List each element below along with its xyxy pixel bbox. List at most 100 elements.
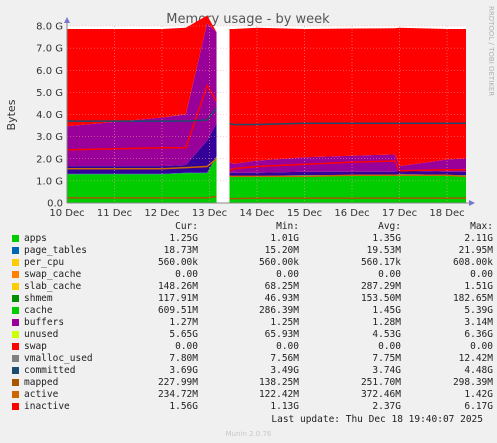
legend-name: per_cpu bbox=[24, 257, 65, 268]
x-tick-3: 13 Dec bbox=[192, 208, 227, 219]
legend-min-value: 0.00 bbox=[276, 269, 299, 280]
legend-cur-value: 234.72M bbox=[157, 389, 198, 400]
legend-cur-value: 227.99M bbox=[157, 377, 198, 388]
legend-avg-value: 1.28M bbox=[372, 317, 401, 328]
legend-name: inactive bbox=[24, 401, 70, 412]
area-cache-0 bbox=[67, 23, 217, 167]
legend-min-value: 0.00 bbox=[276, 341, 299, 352]
legend-swatch bbox=[12, 307, 19, 314]
legend-swatch bbox=[12, 331, 19, 338]
legend-header-min: Min: bbox=[276, 221, 299, 232]
legend-cur-value: 7.80M bbox=[169, 353, 198, 364]
legend-name: committed bbox=[24, 365, 76, 376]
legend-max-value: 1.51G bbox=[464, 281, 493, 292]
line-active-0 bbox=[66, 83, 218, 151]
legend-swatch bbox=[12, 379, 19, 386]
legend-min-value: 122.42M bbox=[258, 389, 299, 400]
legend-body: apps 1.25G 1.01G 1.35G 2.11G page_tables 18.73… bbox=[12, 233, 493, 413]
legend-max-value: 1.42G bbox=[464, 389, 493, 400]
legend-avg-value: 1.45G bbox=[372, 305, 401, 316]
legend-header-cur: Cur: bbox=[175, 221, 198, 232]
legend-max-value: 5.39G bbox=[464, 305, 493, 316]
legend-avg-value: 0.00 bbox=[378, 269, 401, 280]
legend-avg-value: 1.35G bbox=[372, 233, 401, 244]
legend-swatch bbox=[12, 283, 19, 290]
y-tick-5: 5.0 G bbox=[36, 88, 63, 99]
legend-row-committed: committed 3.69G 3.49G 3.74G 4.48G bbox=[12, 365, 493, 377]
legend-cur-value: 1.25G bbox=[169, 233, 198, 244]
legend-name: active bbox=[24, 389, 59, 400]
legend-avg-value: 7.75M bbox=[372, 353, 401, 364]
legend-row-apps: apps 1.25G 1.01G 1.35G 2.11G bbox=[12, 233, 493, 245]
legend-cur-value: 0.00 bbox=[175, 269, 198, 280]
y-tick-0: 0.0 bbox=[47, 199, 63, 210]
chart-title: Memory usage - by week bbox=[166, 12, 330, 27]
x-tick-1: 11 Dec bbox=[97, 208, 132, 219]
x-tick-0: 10 Dec bbox=[49, 208, 84, 219]
y-tick-4: 4.0 G bbox=[36, 110, 63, 121]
legend-swatch bbox=[12, 295, 19, 302]
x-tick-8: 18 Dec bbox=[429, 208, 464, 219]
legend-avg-value: 19.53M bbox=[366, 245, 401, 256]
legend-cur-value: 3.69G bbox=[169, 365, 198, 376]
legend-cur-value: 18.73M bbox=[163, 245, 198, 256]
y-tick-3: 3.0 G bbox=[36, 132, 63, 143]
legend-cur-value: 1.27M bbox=[169, 317, 198, 328]
legend-row-mapped: mapped 227.99M 138.25M 251.70M 298.39M bbox=[12, 377, 493, 389]
x-tick-7: 17 Dec bbox=[382, 208, 417, 219]
legend-row-swap_cache: swap_cache 0.00 0.00 0.00 0.00 bbox=[12, 269, 493, 281]
legend-avg-value: 4.53G bbox=[372, 329, 401, 340]
legend-name: mapped bbox=[24, 377, 59, 388]
legend-max-value: 298.39M bbox=[452, 377, 493, 388]
legend-min-value: 3.49G bbox=[270, 365, 299, 376]
x-tick-6: 16 Dec bbox=[334, 208, 369, 219]
legend-swatch bbox=[12, 343, 19, 350]
line-mapped-1 bbox=[229, 197, 466, 200]
legend-swatch bbox=[12, 391, 19, 398]
area-cache-1 bbox=[229, 154, 466, 173]
x-tick-2: 12 Dec bbox=[144, 208, 179, 219]
area-unused-0 bbox=[67, 15, 217, 127]
line-inactive-0 bbox=[67, 158, 218, 170]
legend-max-value: 6.17G bbox=[464, 401, 493, 412]
legend-swatch bbox=[12, 259, 19, 266]
legend-min-value: 1.25M bbox=[270, 317, 299, 328]
rrdtool-side-label: RRDTOOL / TOBI OETIKER bbox=[487, 6, 495, 96]
area-apps-0 bbox=[67, 156, 217, 203]
y-axis-arrow bbox=[64, 17, 70, 23]
legend-avg-value: 251.70M bbox=[360, 377, 401, 388]
legend-avg-value: 2.37G bbox=[372, 401, 401, 412]
legend-max-value: 608.00k bbox=[452, 257, 493, 268]
legend-cur-value: 0.00 bbox=[175, 341, 198, 352]
x-tick-5: 15 Dec bbox=[287, 208, 322, 219]
legend-min-value: 7.56M bbox=[270, 353, 299, 364]
legend-min-value: 560.00k bbox=[258, 257, 299, 268]
legend-min-value: 15.20M bbox=[264, 245, 299, 256]
legend-min-value: 46.93M bbox=[264, 293, 299, 304]
legend-swatch bbox=[12, 367, 19, 374]
y-tick-7: 7.0 G bbox=[36, 44, 63, 55]
legend-max-value: 0.00 bbox=[470, 341, 493, 352]
legend-max-value: 12.42M bbox=[458, 353, 493, 364]
legend-avg-value: 560.17k bbox=[360, 257, 401, 268]
legend-cur-value: 609.51M bbox=[157, 305, 198, 316]
legend-header-avg: Avg: bbox=[378, 221, 401, 232]
legend-swatch bbox=[12, 403, 19, 410]
line-inactive-1 bbox=[229, 174, 467, 178]
legend-swatch bbox=[12, 355, 19, 362]
legend-min-value: 286.39M bbox=[258, 305, 299, 316]
last-update-text: Last update: Thu Dec 18 19:40:07 2025 bbox=[271, 414, 483, 425]
y-tick-1: 1.0 G bbox=[36, 176, 63, 187]
y-tick-2: 2.0 G bbox=[36, 154, 63, 165]
legend-avg-value: 0.00 bbox=[378, 341, 401, 352]
legend-min-value: 68.25M bbox=[264, 281, 299, 292]
legend-name: slab_cache bbox=[24, 281, 82, 292]
y-tick-6: 6.0 G bbox=[36, 66, 63, 77]
legend-cur-value: 5.65G bbox=[169, 329, 198, 340]
legend-avg-value: 287.29M bbox=[360, 281, 401, 292]
legend-row-slab_cache: slab_cache 148.26M 68.25M 287.29M 1.51G bbox=[12, 281, 493, 293]
legend-avg-value: 3.74G bbox=[372, 365, 401, 376]
area-unused-1 bbox=[229, 27, 466, 167]
legend-avg-value: 153.50M bbox=[360, 293, 401, 304]
line-committed-0 bbox=[67, 107, 218, 122]
